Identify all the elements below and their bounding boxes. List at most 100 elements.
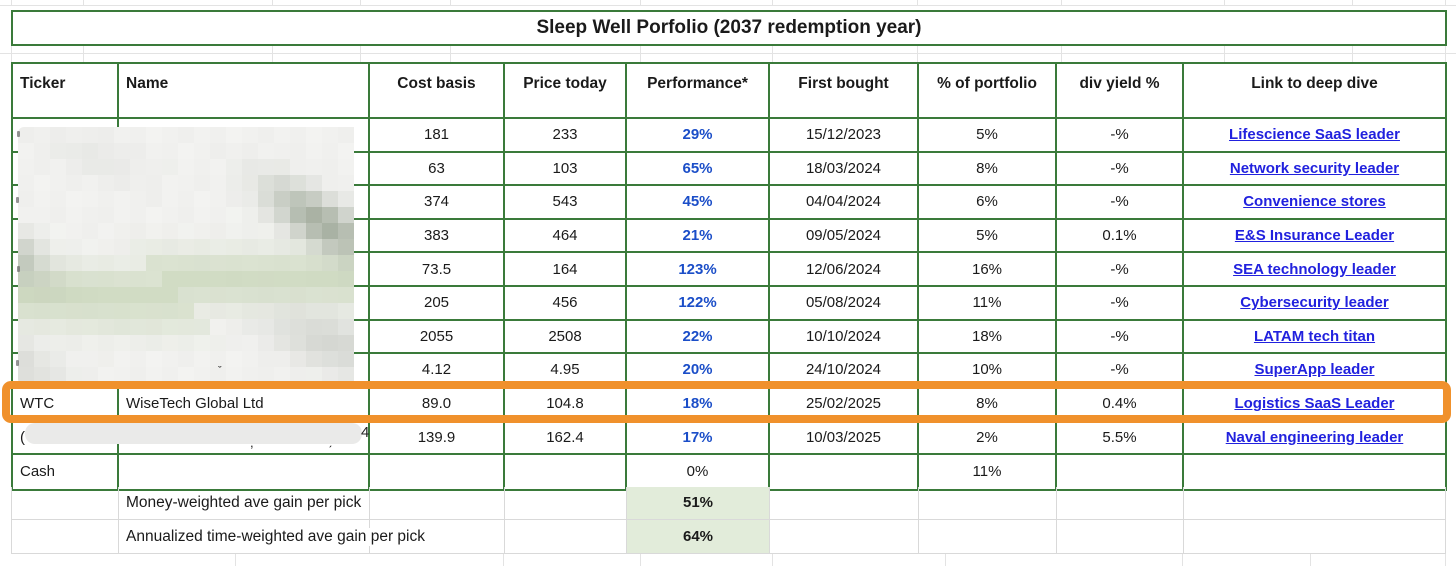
gridline-horizontal <box>0 5 1456 6</box>
summary-label-text: Money-weighted ave gain per pick <box>126 493 365 512</box>
portfolio-title: Sleep Well Porfolio (2037 redemption yea… <box>536 17 922 38</box>
summary-empty-cell <box>505 486 627 521</box>
deep-dive-link[interactable]: Network security leader <box>1184 153 1445 187</box>
cell-pct: 8% <box>919 387 1057 422</box>
gridline-vertical <box>272 46 273 62</box>
cell-perf: 0% <box>627 454 770 489</box>
cell-price: 2508 <box>505 320 627 355</box>
cell-pct: 2% <box>919 421 1057 455</box>
gridline-vertical <box>83 46 84 62</box>
summary-empty-cell <box>370 486 505 521</box>
cell-link <box>1184 455 1445 489</box>
cell-yield: -% <box>1057 186 1184 220</box>
cell-yield: -% <box>1057 354 1184 388</box>
gridline-vertical <box>360 0 361 5</box>
column-header-cost: Cost basis <box>370 64 505 119</box>
cell-yield: -% <box>1057 152 1184 187</box>
cell-bought: 24/10/2024 <box>770 354 919 388</box>
cell-cost: 374 <box>370 186 505 220</box>
summary-empty-cell <box>1184 520 1446 554</box>
cell-yield: -% <box>1057 253 1184 287</box>
deep-dive-link[interactable]: Convenience stores <box>1184 186 1445 220</box>
deep-dive-link[interactable]: LATAM tech titan <box>1184 321 1445 355</box>
cell-pct: 11% <box>919 454 1057 489</box>
cell-pct: 16% <box>919 253 1057 287</box>
gridline-vertical <box>772 0 773 5</box>
column-header-pct: % of portfolio <box>919 64 1057 119</box>
deep-dive-link[interactable]: SuperApp leader <box>1184 354 1445 388</box>
redaction-speck <box>16 197 19 203</box>
summary-value: 64% <box>627 520 770 554</box>
column-header-yield: div yield % <box>1057 64 1184 119</box>
cell-cost: 181 <box>370 119 505 153</box>
cell-yield: -% <box>1057 119 1184 153</box>
gridline-vertical <box>360 46 361 62</box>
cell-perf: 20% <box>627 354 770 388</box>
redaction-speck <box>16 360 19 366</box>
summary-empty-cell <box>1184 486 1446 521</box>
gridline-vertical <box>1224 46 1225 62</box>
cell-bought <box>770 454 919 489</box>
redaction-speck <box>17 131 20 137</box>
deep-dive-link[interactable]: Naval engineering leader <box>1184 421 1445 455</box>
gridline-vertical <box>450 0 451 5</box>
cell-bought: 09/05/2024 <box>770 219 919 254</box>
gridline-vertical <box>83 0 84 5</box>
column-header-ticker: Ticker <box>13 64 119 119</box>
cell-price: 4.95 <box>505 354 627 388</box>
cell-bought: 15/12/2023 <box>770 119 919 153</box>
deep-dive-link[interactable]: Logistics SaaS Leader <box>1184 388 1445 422</box>
gridline-vertical <box>640 46 641 62</box>
cell-price <box>505 454 627 489</box>
cell-price: 164 <box>505 253 627 287</box>
cell-cost: 2055 <box>370 320 505 355</box>
cell-cost: 383 <box>370 219 505 254</box>
cell-bought: 10/10/2024 <box>770 320 919 355</box>
cell-yield: -% <box>1057 320 1184 355</box>
gridline-horizontal <box>0 53 1456 54</box>
cell-cost <box>370 454 505 489</box>
cell-price: 104.8 <box>505 387 627 422</box>
summary-empty-cell <box>370 520 505 554</box>
column-header-name: Name <box>119 64 370 119</box>
gridline-vertical <box>1352 0 1353 5</box>
cell-perf: 22% <box>627 320 770 355</box>
cell-perf: 18% <box>627 387 770 422</box>
redaction-bar <box>25 423 362 444</box>
summary-label: Annualized time-weighted ave gain per pi… <box>119 520 428 554</box>
cell-bought: 25/02/2025 <box>770 387 919 422</box>
summary-empty-cell <box>1057 520 1184 554</box>
gridline-vertical <box>640 0 641 5</box>
gridline-vertical <box>235 554 236 566</box>
summary-empty-cell <box>505 520 627 554</box>
deep-dive-link[interactable]: Lifescience SaaS leader <box>1184 119 1445 153</box>
deep-dive-link[interactable]: E&S Insurance Leader <box>1184 220 1445 254</box>
gridline-vertical <box>1061 0 1062 5</box>
summary-empty-cell <box>1057 486 1184 521</box>
deep-dive-link[interactable]: Cybersecurity leader <box>1184 287 1445 321</box>
cell-bought: 18/03/2024 <box>770 152 919 187</box>
column-header-price: Price today <box>505 64 627 119</box>
summary-label-text: Annualized time-weighted ave gain per pi… <box>126 527 428 546</box>
summary-rows: Money-weighted ave gain per pick 51% Annua… <box>11 486 1447 554</box>
cell-bought: 05/08/2024 <box>770 286 919 321</box>
deep-dive-link[interactable]: SEA technology leader <box>1184 253 1445 287</box>
cell-perf: 123% <box>627 253 770 287</box>
gridline-vertical <box>1445 46 1446 62</box>
cell-pct: 11% <box>919 286 1057 321</box>
cell-perf: 45% <box>627 186 770 220</box>
cell-bought: 12/06/2024 <box>770 253 919 287</box>
gridline-vertical <box>272 0 273 5</box>
gridline-vertical <box>917 0 918 5</box>
cell-ticker: WTC <box>13 387 119 422</box>
cell-price: 103 <box>505 152 627 187</box>
cell-pct: 10% <box>919 354 1057 388</box>
cell-price: 162.4 <box>505 421 627 455</box>
column-header-bought: First bought <box>770 64 919 119</box>
column-header-perf: Performance* <box>627 64 770 119</box>
redaction-speck <box>17 266 20 272</box>
cell-price: 464 <box>505 219 627 254</box>
cell-cost: 63 <box>370 152 505 187</box>
cell-cost: 4.12 <box>370 354 505 388</box>
gridline-vertical <box>11 0 12 5</box>
